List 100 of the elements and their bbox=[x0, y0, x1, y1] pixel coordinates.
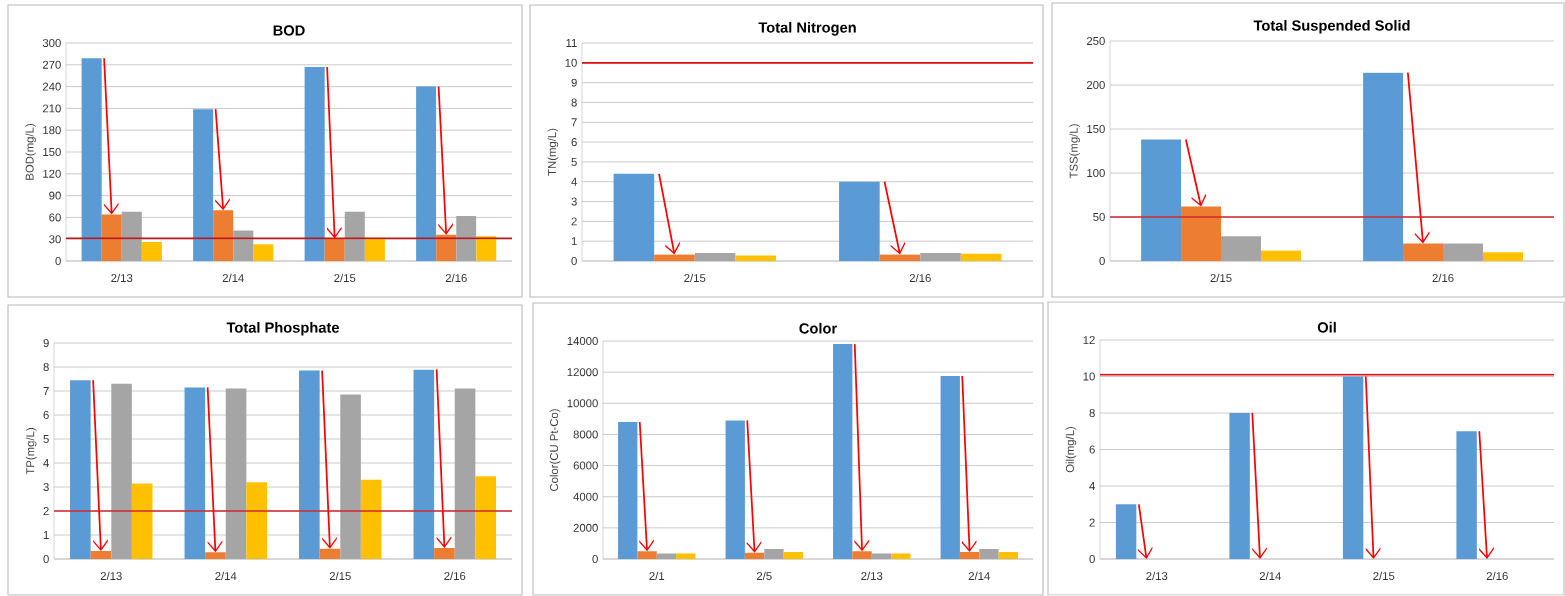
x-tick-label: 2/13 bbox=[861, 571, 883, 581]
bar bbox=[998, 552, 1018, 560]
y-tick-label: 300 bbox=[42, 39, 61, 48]
y-tick-label: 0 bbox=[571, 257, 577, 266]
y-tick-label: 1 bbox=[43, 531, 49, 539]
y-tick-label: 250 bbox=[1086, 37, 1105, 46]
bar bbox=[1443, 243, 1483, 261]
bar bbox=[456, 215, 477, 261]
bar bbox=[121, 211, 142, 261]
y-tick-label: 8 bbox=[1089, 409, 1095, 418]
x-tick-label: 2/15 bbox=[329, 571, 351, 581]
y-tick-label: 120 bbox=[43, 169, 61, 178]
x-tick-label: 2/16 bbox=[909, 273, 931, 283]
chart-title: BOD bbox=[273, 25, 305, 36]
x-tick-label: 2/15 bbox=[684, 273, 706, 283]
bar bbox=[246, 482, 267, 560]
x-tick-label: 2/16 bbox=[444, 571, 466, 581]
x-tick-label: 2/14 bbox=[222, 273, 244, 283]
bar bbox=[891, 553, 911, 560]
y-axis-title: Color(CU Pt-Co) bbox=[549, 409, 561, 491]
bar bbox=[1482, 252, 1523, 261]
bar bbox=[101, 214, 122, 261]
bar bbox=[783, 552, 803, 560]
bar bbox=[436, 234, 457, 261]
y-tick-label: 10000 bbox=[567, 399, 598, 408]
bar bbox=[654, 254, 695, 261]
y-tick-label: 6 bbox=[43, 411, 49, 420]
y-tick-label: 2 bbox=[43, 507, 49, 515]
x-tick-label: 2/15 bbox=[334, 273, 356, 283]
y-tick-label: 50 bbox=[1093, 213, 1105, 222]
y-tick-label: 4 bbox=[43, 459, 49, 467]
y-tick-label: 7 bbox=[43, 387, 49, 395]
y-tick-label: 2 bbox=[1089, 518, 1095, 527]
y-tick-label: 210 bbox=[42, 104, 61, 113]
x-tick-label: 2/15 bbox=[1210, 273, 1232, 283]
y-tick-label: 5 bbox=[571, 157, 577, 166]
y-tick-label: 7 bbox=[571, 118, 577, 127]
bar bbox=[205, 552, 226, 560]
y-tick-label: 6 bbox=[571, 138, 577, 147]
x-tick-label: 2/14 bbox=[215, 571, 237, 581]
bar bbox=[253, 244, 274, 261]
x-tick-label: 2/16 bbox=[1432, 273, 1454, 283]
x-tick-label: 2/14 bbox=[968, 571, 990, 581]
y-tick-label: 100 bbox=[1087, 169, 1105, 178]
y-tick-label: 10 bbox=[1083, 372, 1095, 381]
x-tick-label: 2/16 bbox=[445, 273, 467, 283]
x-tick-label: 2/1 bbox=[649, 571, 665, 581]
y-tick-label: 9 bbox=[43, 339, 49, 348]
x-tick-label: 2/5 bbox=[756, 571, 772, 581]
bar bbox=[131, 483, 153, 560]
bar bbox=[364, 238, 385, 261]
y-tick-label: 0 bbox=[1089, 555, 1095, 564]
y-tick-label: 180 bbox=[43, 126, 61, 135]
y-tick-label: 150 bbox=[43, 148, 61, 157]
x-tick-label: 2/13 bbox=[1146, 571, 1168, 581]
y-tick-label: 8 bbox=[43, 363, 49, 372]
y-tick-label: 8 bbox=[571, 98, 577, 107]
y-tick-label: 2000 bbox=[573, 523, 598, 532]
chart-title: Oil bbox=[1317, 321, 1336, 333]
y-tick-label: 0 bbox=[1099, 257, 1105, 266]
chart-title: Total Suspended Solid bbox=[1253, 19, 1410, 34]
y-tick-label: 1 bbox=[571, 237, 577, 246]
bar bbox=[694, 252, 736, 261]
y-tick-label: 0 bbox=[55, 257, 61, 266]
y-tick-label: 240 bbox=[42, 82, 61, 91]
y-tick-label: 270 bbox=[42, 60, 61, 69]
bar bbox=[90, 551, 112, 560]
y-tick-label: 3 bbox=[571, 197, 577, 206]
x-tick-label: 2/16 bbox=[1486, 571, 1508, 581]
bar bbox=[656, 553, 677, 560]
y-tick-label: 9 bbox=[571, 78, 577, 87]
bar bbox=[735, 255, 776, 261]
bar bbox=[960, 253, 1002, 261]
y-tick-label: 150 bbox=[1087, 125, 1105, 134]
y-tick-label: 90 bbox=[49, 191, 61, 200]
bar bbox=[1260, 250, 1301, 261]
y-axis-title: TP(mg/L) bbox=[25, 428, 37, 475]
y-tick-label: 4000 bbox=[573, 492, 598, 501]
bar bbox=[319, 548, 341, 560]
chart-title: Total Phosphate bbox=[226, 321, 339, 336]
bar bbox=[324, 238, 345, 261]
y-tick-label: 14000 bbox=[567, 337, 598, 346]
bar bbox=[1221, 236, 1261, 261]
bar bbox=[871, 553, 892, 560]
y-tick-label: 5 bbox=[43, 435, 49, 443]
y-tick-label: 0 bbox=[592, 555, 598, 564]
y-tick-label: 8000 bbox=[573, 430, 598, 439]
bar bbox=[839, 181, 880, 261]
bar bbox=[979, 548, 999, 560]
chart-title: Total Nitrogen bbox=[758, 21, 856, 36]
y-axis-title: BOD(mg/L) bbox=[25, 124, 36, 180]
x-tick-label: 2/14 bbox=[1259, 571, 1281, 581]
bar bbox=[344, 211, 365, 261]
y-tick-label: 2 bbox=[571, 217, 577, 226]
bar bbox=[879, 254, 921, 261]
bar bbox=[852, 551, 872, 560]
y-tick-label: 200 bbox=[1086, 81, 1105, 90]
x-tick-label: 2/15 bbox=[1373, 571, 1395, 581]
y-axis-title: Oil(mg/L) bbox=[1065, 426, 1077, 473]
bar bbox=[233, 230, 254, 261]
